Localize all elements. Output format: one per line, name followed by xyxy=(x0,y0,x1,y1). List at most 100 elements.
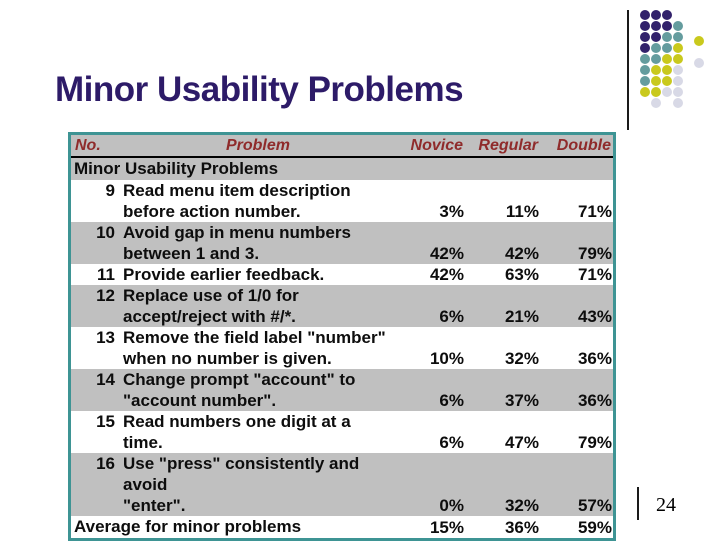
novice-value: 42% xyxy=(429,265,464,284)
dot xyxy=(651,43,661,53)
regular-value: 32% xyxy=(504,496,539,515)
dot xyxy=(673,65,683,75)
regular-value: 32% xyxy=(504,349,539,368)
dot xyxy=(673,76,683,86)
row-number: 10 xyxy=(96,223,115,242)
table-body: 9 Read menu item description before acti… xyxy=(71,180,613,516)
table-row: 15 Read numbers one digit at a time. 6% … xyxy=(71,411,613,453)
table-row: 13 Remove the field label "number" when … xyxy=(71,327,613,369)
regular-value: 37% xyxy=(504,391,539,410)
table-row: 14 Change prompt "account" to "account n… xyxy=(71,369,613,411)
dot xyxy=(662,76,672,86)
novice-value: 6% xyxy=(439,391,464,410)
problem-text: Read menu item description before action… xyxy=(123,181,351,221)
dot xyxy=(651,76,661,86)
bottom-divider-line xyxy=(637,487,639,520)
dot xyxy=(651,87,661,97)
table-group-header: Minor Usability Problems xyxy=(71,158,613,180)
problem-text: Change prompt "account" to "account numb… xyxy=(123,370,356,410)
regular-value: 47% xyxy=(504,433,539,452)
novice-value: 6% xyxy=(439,307,464,326)
footer-regular: 36% xyxy=(504,518,539,537)
table-header-row: No. Problem Novice Regular Double xyxy=(71,135,613,158)
novice-value: 6% xyxy=(439,433,464,452)
double-value: 43% xyxy=(577,307,612,326)
dot xyxy=(673,43,683,53)
row-number: 12 xyxy=(96,286,115,305)
column-header-regular: Regular xyxy=(478,137,538,154)
dot xyxy=(640,65,650,75)
double-value: 71% xyxy=(577,202,612,221)
row-number: 14 xyxy=(96,370,115,389)
problem-text: Use "press" consistently and avoid "ente… xyxy=(123,454,360,515)
slide-title: Minor Usability Problems xyxy=(55,70,464,109)
column-header-novice: Novice xyxy=(410,137,463,154)
dot xyxy=(662,54,672,64)
dot xyxy=(640,43,650,53)
regular-value: 11% xyxy=(505,202,539,221)
problem-text: Avoid gap in menu numbers between 1 and … xyxy=(123,223,351,263)
dot xyxy=(651,65,661,75)
double-value: 79% xyxy=(577,433,612,452)
double-value: 71% xyxy=(577,265,612,284)
dot xyxy=(662,65,672,75)
column-header-no: No. xyxy=(75,137,101,154)
novice-value: 3% xyxy=(439,202,464,221)
dot xyxy=(640,76,650,86)
row-number: 11 xyxy=(97,265,115,284)
novice-value: 10% xyxy=(429,349,464,368)
dot xyxy=(640,10,650,20)
dot xyxy=(640,32,650,42)
dot xyxy=(673,54,683,64)
page-number: 24 xyxy=(656,494,676,516)
dot xyxy=(694,58,704,68)
table-row: 9 Read menu item description before acti… xyxy=(71,180,613,222)
double-value: 57% xyxy=(577,496,612,515)
table-row: 11 Provide earlier feedback. 42% 63% 71% xyxy=(71,264,613,285)
dot xyxy=(662,43,672,53)
problem-text: Provide earlier feedback. xyxy=(123,265,325,284)
double-value: 36% xyxy=(577,391,612,410)
dot xyxy=(673,98,683,108)
problem-text: Replace use of 1/0 for accept/reject wit… xyxy=(123,286,299,326)
table-row: 16 Use "press" consistently and avoid "e… xyxy=(71,453,613,516)
dot xyxy=(651,98,661,108)
table-row: 12 Replace use of 1/0 for accept/reject … xyxy=(71,285,613,327)
row-number: 15 xyxy=(96,412,115,431)
dot xyxy=(651,32,661,42)
regular-value: 63% xyxy=(504,265,539,284)
row-number: 9 xyxy=(105,181,115,200)
dot xyxy=(673,87,683,97)
problems-table: No. Problem Novice Regular Double Minor … xyxy=(68,132,616,541)
problem-text: Read numbers one digit at a time. xyxy=(123,412,351,452)
footer-novice: 15% xyxy=(429,518,464,537)
dot xyxy=(673,21,683,31)
regular-value: 21% xyxy=(504,307,539,326)
dot xyxy=(640,54,650,64)
dot xyxy=(662,10,672,20)
regular-value: 42% xyxy=(504,244,539,263)
dots-decoration xyxy=(640,10,720,120)
dot xyxy=(662,87,672,97)
double-value: 36% xyxy=(577,349,612,368)
dot xyxy=(694,36,704,46)
dot xyxy=(640,21,650,31)
dot xyxy=(662,21,672,31)
row-number: 16 xyxy=(96,454,115,473)
column-header-problem: Problem xyxy=(225,137,290,154)
dot xyxy=(651,54,661,64)
row-number: 13 xyxy=(96,328,115,347)
table-row: 10 Avoid gap in menu numbers between 1 a… xyxy=(71,222,613,264)
footer-double: 59% xyxy=(577,518,612,537)
novice-value: 42% xyxy=(429,244,464,263)
table-footer-row: Average for minor problems 15% 36% 59% xyxy=(71,516,613,538)
problem-text: Remove the field label "number" when no … xyxy=(123,328,386,368)
footer-label: Average for minor problems xyxy=(74,517,302,536)
dot xyxy=(673,32,683,42)
column-header-double: Double xyxy=(556,137,611,154)
novice-value: 0% xyxy=(439,496,464,515)
double-value: 79% xyxy=(577,244,612,263)
dot xyxy=(662,32,672,42)
dot xyxy=(651,21,661,31)
